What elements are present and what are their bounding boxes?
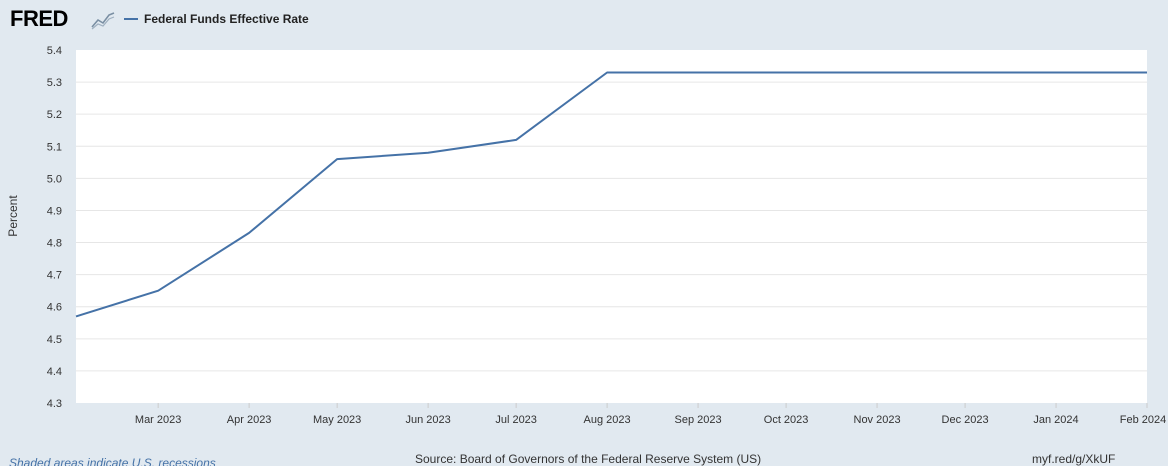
data-point[interactable] [692,66,704,78]
x-tick-label: Nov 2023 [854,414,901,426]
x-tick-label: Aug 2023 [584,414,631,426]
data-point[interactable] [780,66,792,78]
series-line-0[interactable] [75,71,1147,318]
recessions-note: Shaded areas indicate U.S. recessions [9,456,216,466]
data-point[interactable] [510,134,522,146]
data-point[interactable] [601,66,613,78]
y-tick-label: 4.5 [47,334,62,346]
data-point[interactable] [871,66,883,78]
x-tick-label: Oct 2023 [764,414,809,426]
y-tick-label: 5.3 [47,77,62,89]
data-point[interactable] [243,227,255,239]
y-tick-label: 4.8 [47,238,62,250]
x-tick-label: Jul 2023 [495,414,537,426]
legend-swatch [124,18,138,20]
data-point[interactable] [331,153,343,165]
data-point[interactable] [1141,66,1153,78]
x-tick-label: Apr 2023 [227,414,272,426]
data-point[interactable] [959,66,971,78]
gridlines [76,81,1147,372]
short-url-link[interactable]: myf.red/g/XkUF [1032,452,1116,466]
legend-label: Federal Funds Effective Rate [144,12,309,26]
x-tick-label: Jun 2023 [405,414,450,426]
y-tick-label: 4.9 [47,205,62,217]
data-point[interactable] [422,147,434,159]
x-axis-ticks: Mar 2023 Apr 2023 May 2023 Jun 2023 Jul 2023… [135,403,1166,426]
fred-logo[interactable]: FRED [10,6,68,31]
y-tick-label: 5.4 [47,45,62,57]
x-tick-label: Dec 2023 [942,414,989,426]
y-tick-label: 5.0 [47,173,62,185]
y-tick-label: 4.4 [47,366,62,378]
y-axis-ticks: 4.3 4.4 4.5 4.6 4.7 4.8 4.9 5.0 5.1 5.2 5.3 5.4 [47,45,62,410]
x-tick-label: May 2023 [313,414,361,426]
chart-trend-icon [90,10,116,30]
plot-area [76,50,1147,403]
x-tick-label: Sep 2023 [675,414,722,426]
x-tick-label: Jan 2024 [1033,414,1078,426]
series-layer [70,66,1153,322]
legend[interactable]: Federal Funds Effective Rate [124,12,309,26]
y-tick-label: 4.3 [47,398,62,410]
x-tick-label: Feb 2024 [1120,414,1166,426]
data-point[interactable] [152,285,164,297]
y-tick-label: 4.7 [47,270,62,282]
y-tick-label: 5.1 [47,141,62,153]
data-point[interactable] [70,310,82,322]
x-tick-label: Mar 2023 [135,414,181,426]
source-note: Source: Board of Governors of the Federa… [415,452,762,466]
y-tick-label: 4.6 [47,302,62,314]
y-tick-label: 5.2 [47,109,62,121]
data-point[interactable] [1050,66,1062,78]
